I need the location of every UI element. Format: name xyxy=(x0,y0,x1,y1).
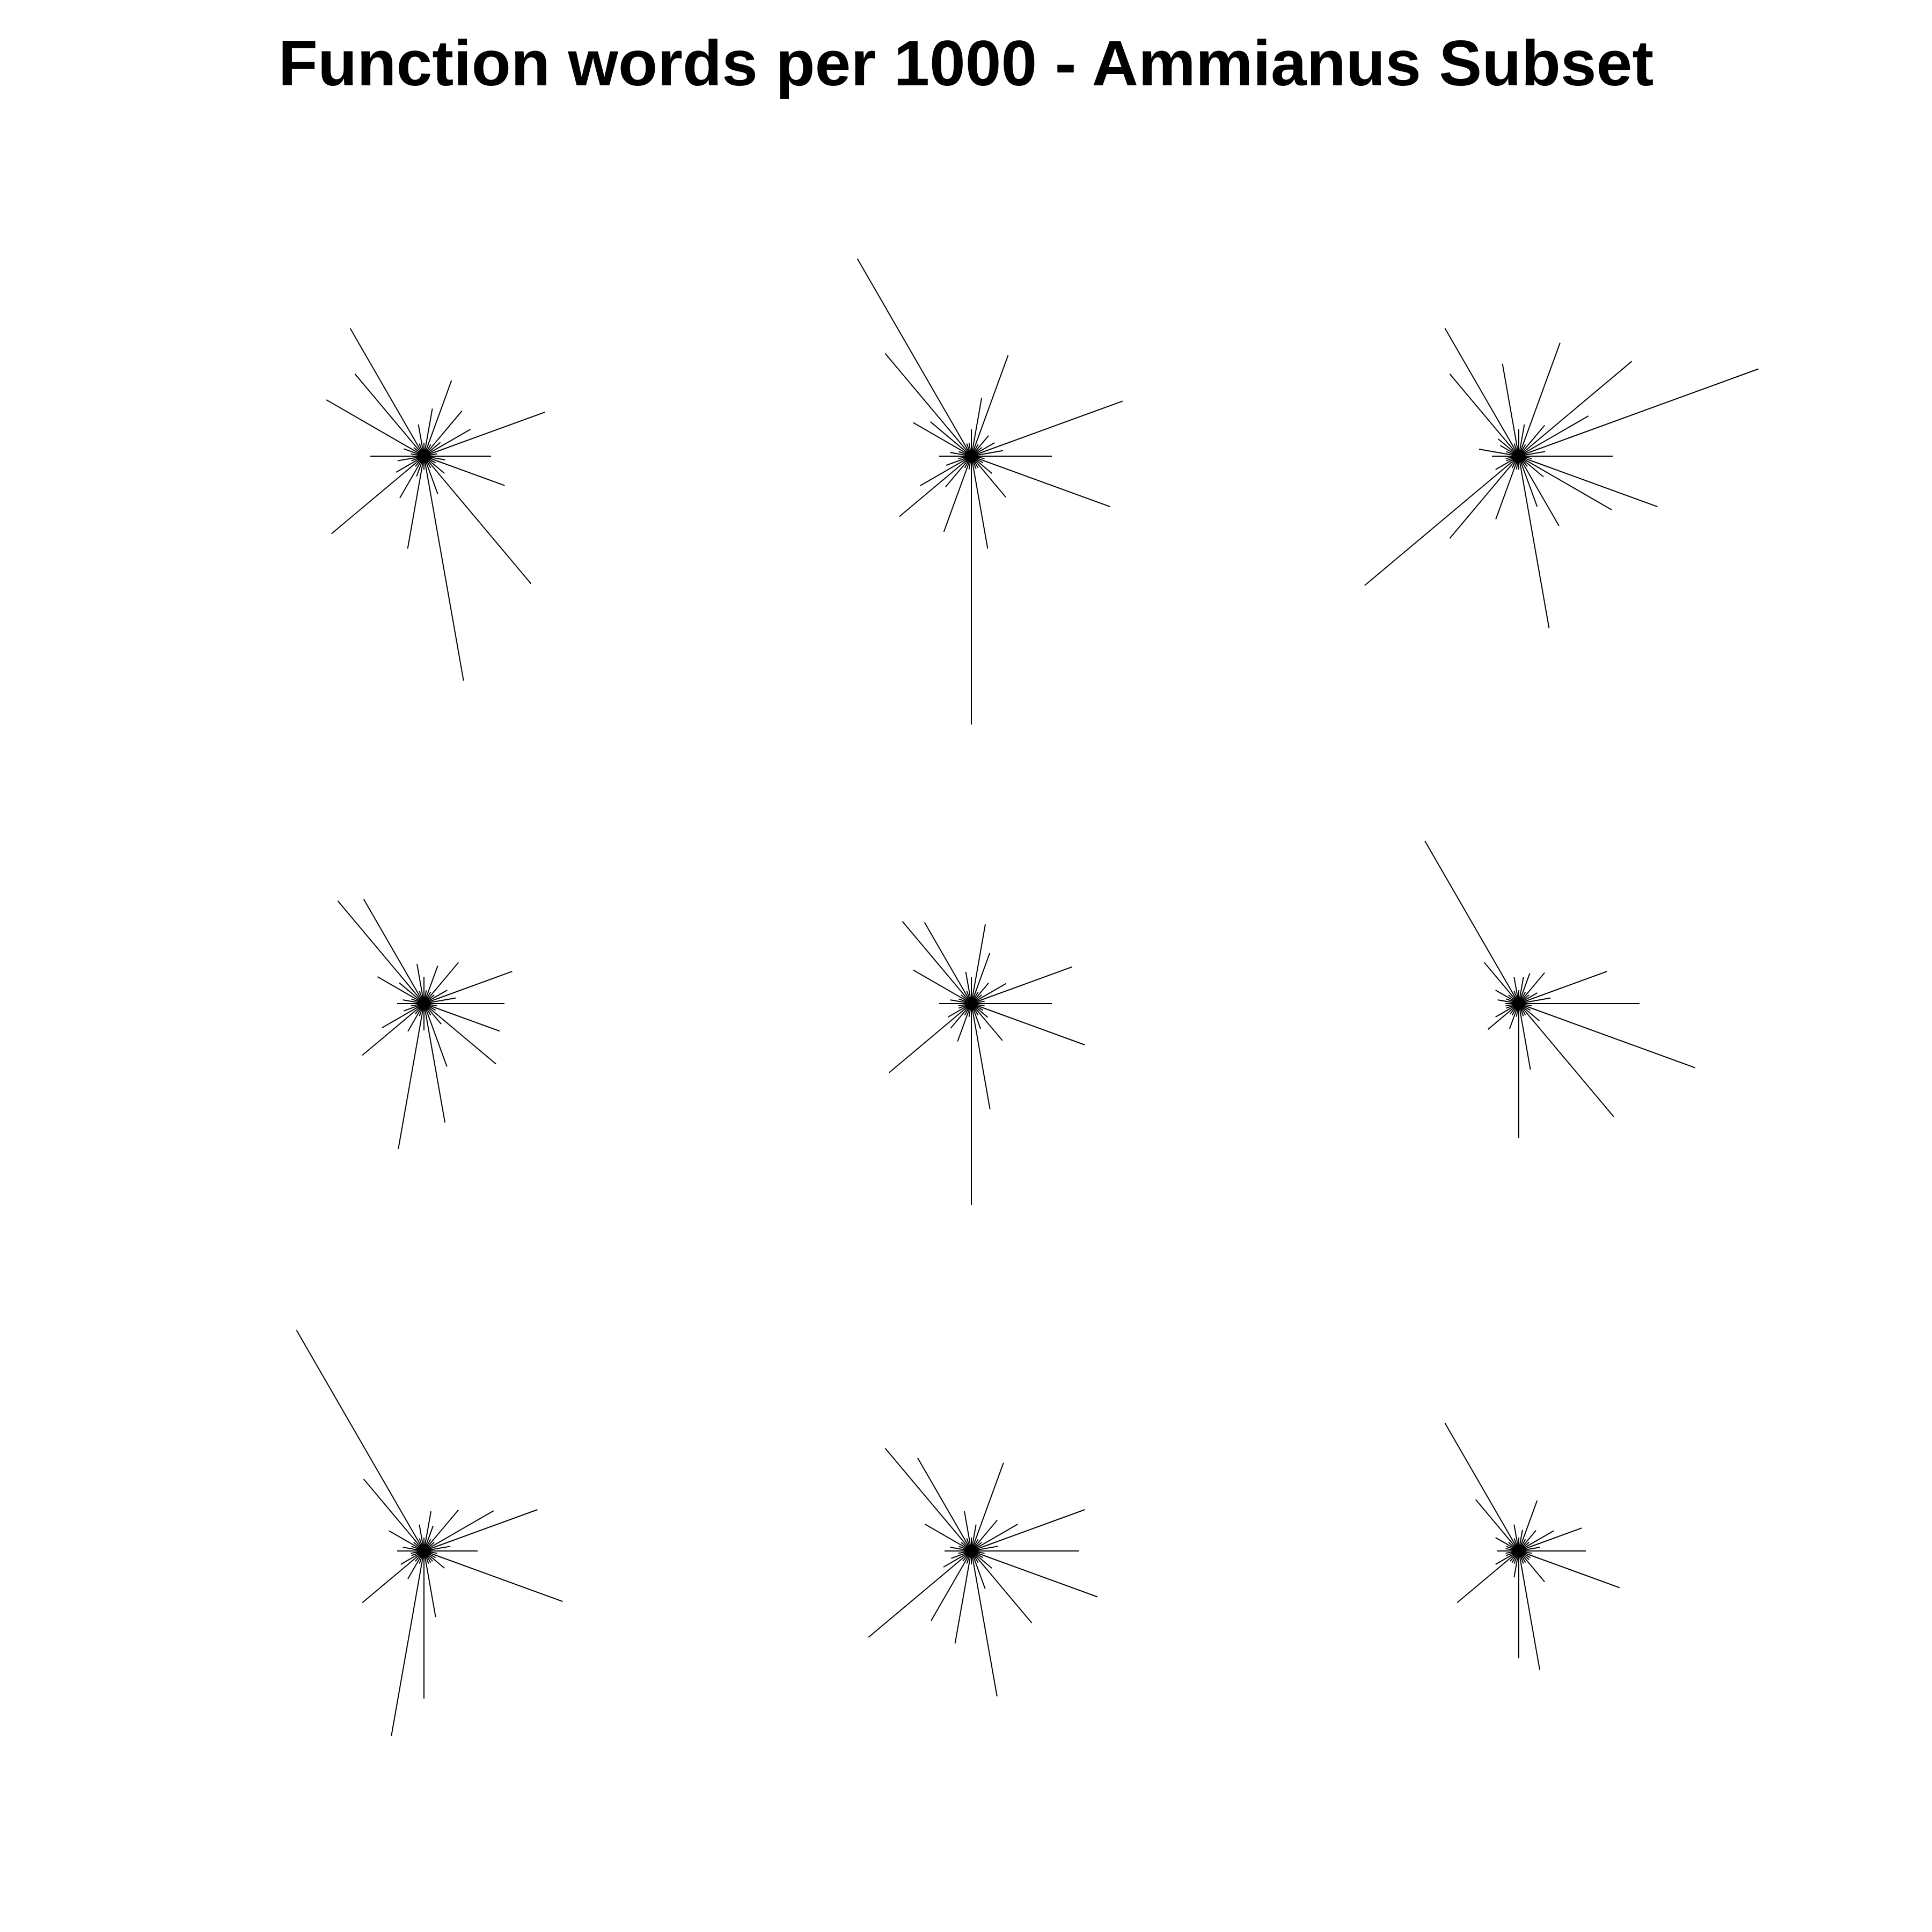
star-glyph-3 xyxy=(1364,328,1759,628)
star-glyph-9 xyxy=(1444,1423,1620,1670)
star-outline-9 xyxy=(1444,1423,1620,1670)
star-glyph-2 xyxy=(857,258,1123,724)
chart-title: Function words per 1000 - Ammianus Subse… xyxy=(278,27,1654,99)
star-outline-2 xyxy=(857,258,1123,724)
star-outline-1 xyxy=(326,328,545,681)
star-glyph-5 xyxy=(889,921,1085,1205)
star-glyph-8 xyxy=(868,1447,1098,1696)
star-outline-8 xyxy=(868,1447,1098,1696)
star-glyph-1 xyxy=(326,328,545,681)
star-outline-3 xyxy=(1364,328,1759,628)
star-outline-6 xyxy=(1424,840,1696,1138)
star-outline-7 xyxy=(296,1330,563,1736)
star-outline-5 xyxy=(889,921,1085,1205)
star-glyph-6 xyxy=(1424,840,1696,1138)
star-glyph-4 xyxy=(337,898,513,1149)
star-glyph-7 xyxy=(296,1330,563,1736)
star-outline-4 xyxy=(337,898,513,1149)
